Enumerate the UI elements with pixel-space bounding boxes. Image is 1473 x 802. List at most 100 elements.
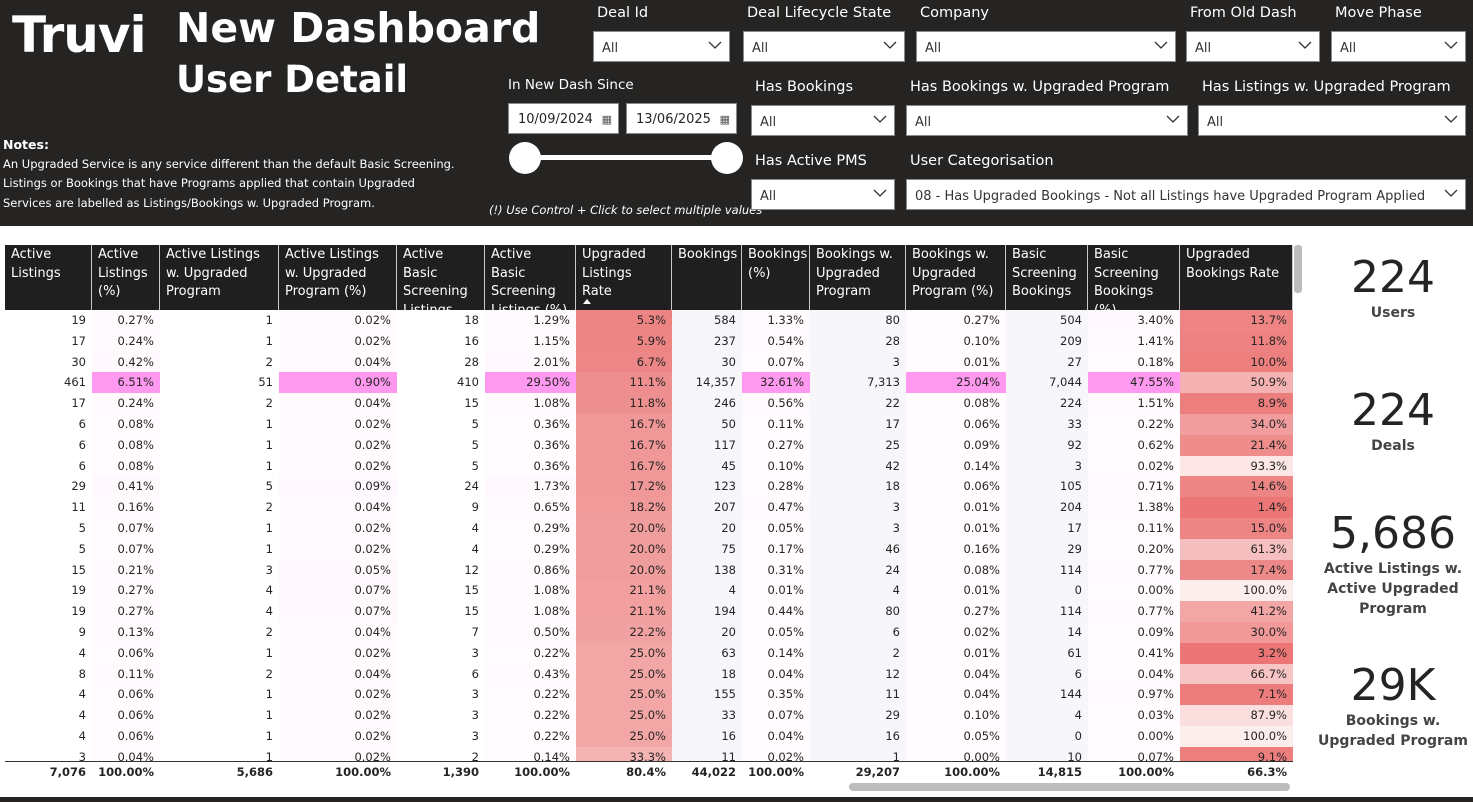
table-row[interactable]: 9 0.13% 2 0.04% 7 0.50% 22.2% 20 0.05% 6 0.02% 14 0.… (5, 622, 1293, 643)
column-header-basic-screening-bookings[interactable]: Basic Screening Bookings (1006, 245, 1088, 310)
table-body[interactable]: 19 0.27% 1 0.02% 18 1.29% 5.3% 584 1.33% 80 0.27% 5… (5, 310, 1293, 761)
cell-bookings-upgraded: 16 (810, 726, 906, 747)
start-date-value: 10/09/2024 (518, 112, 593, 127)
column-header-active-listings-upgraded-pct[interactable]: Active Listings w. Upgraded Program (%) (279, 245, 397, 310)
deal-id-value: All (602, 41, 619, 56)
cell-basic-screening-bookings-pct: 0.00% (1088, 580, 1180, 601)
cell-active-listings: 11 (71, 500, 86, 515)
cell-bookings-upgraded: 80 (810, 310, 906, 331)
deal-lifecycle-value: All (752, 41, 769, 56)
column-header-basic-screening-bookings-pct[interactable]: Basic Screening Bookings (%) (1088, 245, 1180, 310)
column-header-bookings-upgraded-pct[interactable]: Bookings w. Upgraded Program (%) (906, 245, 1006, 310)
cell-bookings-upgraded: 3 (810, 351, 906, 373)
calendar-icon[interactable]: ▦ (719, 113, 730, 126)
cell-bookings-upgraded: 3 (810, 518, 906, 539)
horizontal-scrollbar[interactable] (849, 783, 1290, 791)
vertical-scrollbar[interactable] (1294, 245, 1302, 293)
slider-end-handle[interactable] (711, 142, 743, 174)
move-phase-dropdown[interactable]: All (1331, 31, 1466, 62)
cell-upgraded-bookings-rate: 7.1% (1180, 684, 1293, 706)
cell-upgraded-listings-rate: 11.8% (576, 393, 672, 414)
table-row[interactable]: 6 0.08% 1 0.02% 5 0.36% 16.7% 117 0.27% 25 0.09% 92… (5, 434, 1293, 456)
table-row[interactable]: 8 0.11% 2 0.04% 6 0.43% 25.0% 18 0.04% 12 0.04% 6 0.… (5, 663, 1293, 685)
cell-upgraded-listings-rate: 20.0% (576, 518, 672, 539)
from-old-dash-label: From Old Dash (1190, 5, 1297, 21)
column-header-basic-screening-listings[interactable]: Active Basic Screening Listings (397, 245, 485, 310)
date-range-slider[interactable] (524, 155, 728, 160)
cell-basic-screening-listings: 5 (471, 417, 479, 431)
table-row[interactable]: 15 0.21% 3 0.05% 12 0.86% 20.0% 138 0.31% 24 0.08%… (5, 559, 1293, 581)
total-upgraded-listings-rate: 80.4% (626, 765, 666, 779)
column-header-active-listings[interactable]: Active Listings (5, 245, 92, 310)
table-row[interactable]: 4 0.06% 1 0.02% 3 0.22% 25.0% 63 0.14% 2 0.01% 61 0.… (5, 642, 1293, 664)
table-row[interactable]: 4 0.06% 1 0.02% 3 0.22% 25.0% 16 0.04% 16 0.05% 0 0.… (5, 726, 1293, 747)
table-row[interactable]: 5 0.07% 1 0.02% 4 0.29% 20.0% 20 0.05% 3 0.01% 17 0.… (5, 518, 1293, 539)
cell-basic-screening-listings: 4 (471, 521, 479, 535)
table-row[interactable]: 30 0.42% 2 0.04% 28 2.01% 6.7% 30 0.07% 3 0.01% 27 0… (5, 351, 1293, 373)
cell-bookings-upgraded-pct: 0.04% (906, 684, 1006, 705)
notes-line: An Upgraded Service is any service diffe… (3, 156, 455, 171)
table-row[interactable]: 17 0.24% 1 0.02% 16 1.15% 5.9% 237 0.54% 28 0.10% 2… (5, 330, 1293, 352)
deal-lifecycle-dropdown[interactable]: All (743, 31, 905, 62)
table-row[interactable]: 3 0.04% 1 0.02% 2 0.14% 33.3% 11 0.02% 1 0.00% 10 0.… (5, 746, 1293, 761)
cell-bookings-pct: 0.44% (742, 601, 810, 622)
table-row[interactable]: 19 0.27% 4 0.07% 15 1.08% 21.1% 4 0.01% 4 0.01% 0 0.… (5, 580, 1293, 602)
table-row[interactable]: 6 0.08% 1 0.02% 5 0.36% 16.7% 45 0.10% 42 0.14% 3 0.… (5, 455, 1293, 477)
cell-active-listings-upgraded: 1 (265, 521, 273, 535)
calendar-icon[interactable]: ▦ (601, 113, 612, 126)
table-row[interactable]: 19 0.27% 1 0.02% 18 1.29% 5.3% 584 1.33% 80 0.27% 5… (5, 310, 1293, 331)
column-header-basic-screening-listings-pct[interactable]: Active Basic Screening Listings (%) (485, 245, 576, 310)
cell-basic-screening-bookings-pct: 0.04% (1088, 664, 1180, 685)
table-row[interactable]: 4 0.06% 1 0.02% 3 0.22% 25.0% 155 0.35% 11 0.04% 14… (5, 684, 1293, 706)
start-date-input[interactable]: 10/09/2024 ▦ (508, 103, 619, 134)
cell-active-listings-pct: 0.06% (92, 705, 160, 726)
table-row[interactable]: 29 0.41% 5 0.09% 24 1.73% 17.2% 123 0.28% 18 0.06%… (5, 476, 1293, 498)
cell-upgraded-bookings-rate: 87.9% (1180, 705, 1293, 726)
column-header-active-listings-pct[interactable]: Active Listings (%) (92, 245, 160, 310)
column-header-upgraded-bookings-rate[interactable]: Upgraded Bookings Rate (1180, 245, 1293, 310)
table-row[interactable]: 461 6.51% 51 0.90% 410 29.50% 11.1% 14,357 32.61… (5, 372, 1293, 394)
cell-basic-screening-bookings: 204 (1006, 497, 1088, 518)
cell-active-listings-pct: 0.24% (92, 393, 160, 414)
cell-active-listings-upgraded: 1 (265, 333, 273, 348)
slider-start-handle[interactable] (509, 142, 541, 174)
end-date-input[interactable]: 13/06/2025 ▦ (626, 103, 737, 134)
table-row[interactable]: 11 0.16% 2 0.04% 9 0.65% 18.2% 207 0.47% 3 0.01% 20… (5, 497, 1293, 518)
cell-upgraded-listings-rate: 11.1% (576, 372, 672, 394)
cell-bookings: 16 (672, 726, 742, 747)
cell-upgraded-bookings-rate: 8.9% (1180, 393, 1293, 414)
cell-active-listings: 461 (64, 375, 86, 390)
table-row[interactable]: 19 0.27% 4 0.07% 15 1.08% 21.1% 194 0.44% 80 0.27%… (5, 601, 1293, 622)
cell-active-listings-pct: 0.08% (92, 456, 160, 477)
column-header-bookings[interactable]: Bookings (672, 245, 742, 310)
table-row[interactable]: 4 0.06% 1 0.02% 3 0.22% 25.0% 33 0.07% 29 0.10% 4 0.… (5, 705, 1293, 726)
table-row[interactable]: 6 0.08% 1 0.02% 5 0.36% 16.7% 50 0.11% 17 0.06% 33 0… (5, 414, 1293, 435)
has-listings-upgraded-dropdown[interactable]: All (1198, 105, 1466, 136)
cell-bookings-upgraded-pct: 25.04% (906, 372, 1006, 394)
cell-basic-screening-bookings: 61 (1006, 642, 1088, 664)
from-old-dash-dropdown[interactable]: All (1186, 31, 1320, 62)
has-bookings-upgraded-dropdown[interactable]: All (906, 105, 1188, 136)
move-phase-label: Move Phase (1335, 5, 1422, 21)
table-row[interactable]: 17 0.24% 2 0.04% 15 1.08% 11.8% 246 0.56% 22 0.08%… (5, 393, 1293, 414)
column-header-bookings-pct[interactable]: Bookings (%) (742, 245, 810, 310)
cell-bookings-upgraded-pct: 0.06% (906, 414, 1006, 435)
table-row[interactable]: 5 0.07% 1 0.02% 4 0.29% 20.0% 75 0.17% 46 0.16% 29 0… (5, 538, 1293, 560)
company-dropdown[interactable]: All (916, 31, 1176, 62)
column-header-bookings-upgraded[interactable]: Bookings w. Upgraded Program (810, 245, 906, 310)
cell-active-listings-upgraded-pct: 0.09% (279, 476, 397, 498)
deals-label: Deals (1371, 438, 1415, 454)
has-active-pms-dropdown[interactable]: All (751, 179, 895, 210)
column-header-upgraded-listings-rate[interactable]: Upgraded Listings Rate (576, 245, 672, 310)
sort-ascending-icon[interactable] (583, 299, 591, 304)
user-categorisation-dropdown[interactable]: 08 - Has Upgraded Bookings - Not all Lis… (906, 179, 1466, 210)
cell-active-listings: 19 (71, 604, 86, 619)
deal-id-dropdown[interactable]: All (593, 31, 730, 62)
cell-basic-screening-bookings-pct: 3.40% (1088, 310, 1180, 331)
cell-active-listings-pct: 0.07% (92, 539, 160, 560)
has-bookings-dropdown[interactable]: All (751, 105, 895, 136)
column-header-active-listings-upgraded[interactable]: Active Listings w. Upgraded Program (160, 245, 279, 310)
cell-bookings: 123 (672, 476, 742, 498)
cell-bookings-upgraded: 29 (810, 705, 906, 726)
